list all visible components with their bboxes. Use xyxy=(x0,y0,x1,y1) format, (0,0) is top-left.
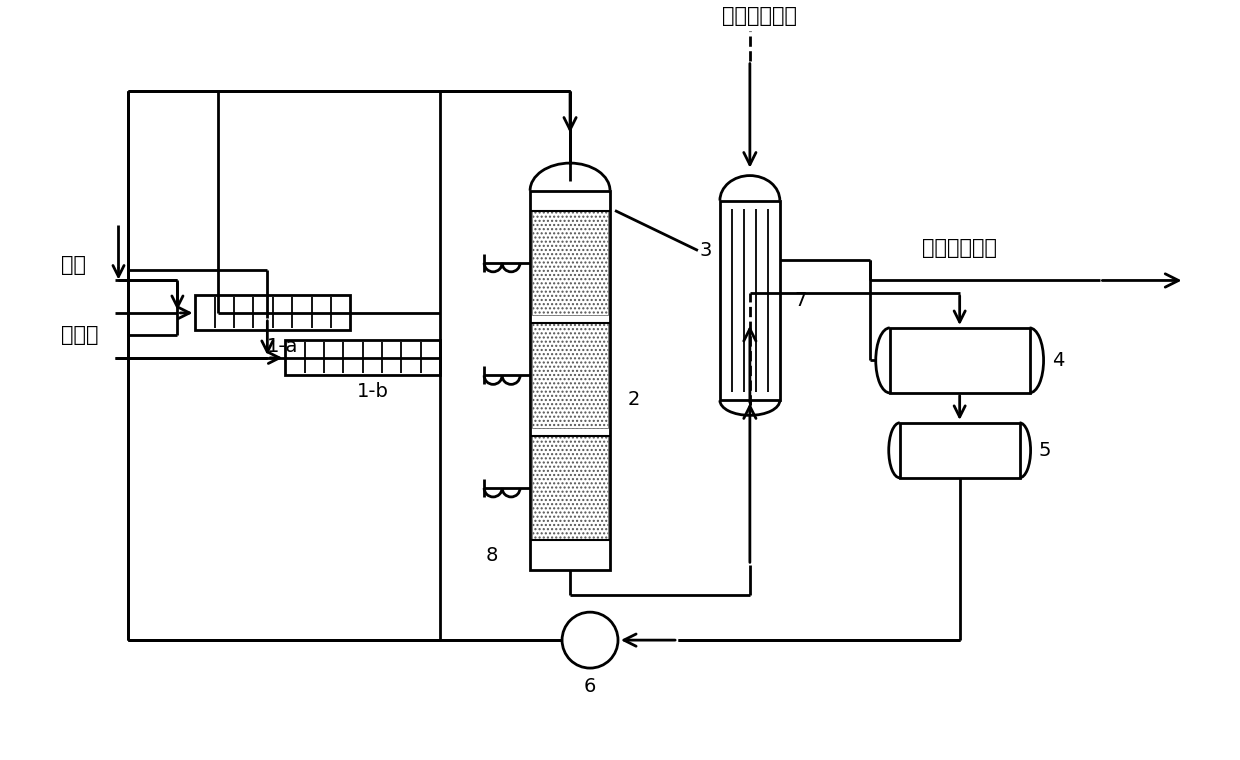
Text: 5: 5 xyxy=(1039,441,1052,460)
Bar xyxy=(532,211,608,315)
Bar xyxy=(285,340,440,375)
Text: 1-b: 1-b xyxy=(357,382,388,401)
Bar xyxy=(532,435,608,540)
Text: 3: 3 xyxy=(699,241,712,260)
Text: 4: 4 xyxy=(1052,351,1064,370)
Bar xyxy=(532,323,608,428)
Bar xyxy=(529,191,610,570)
Bar xyxy=(900,423,1019,478)
Text: 1-a: 1-a xyxy=(267,337,299,356)
Text: 8: 8 xyxy=(486,546,498,565)
Text: 7: 7 xyxy=(795,291,807,310)
Text: 氧气: 氧气 xyxy=(61,255,86,275)
Text: 氯化氢: 氯化氢 xyxy=(61,325,98,345)
Bar xyxy=(890,328,1029,393)
Text: 6: 6 xyxy=(584,676,596,695)
Text: 反应气相物料: 反应气相物料 xyxy=(923,239,997,258)
Bar xyxy=(720,201,780,401)
Bar xyxy=(196,296,350,331)
Text: 2: 2 xyxy=(627,390,640,409)
Text: 惰性液态介质: 惰性液态介质 xyxy=(723,6,797,26)
